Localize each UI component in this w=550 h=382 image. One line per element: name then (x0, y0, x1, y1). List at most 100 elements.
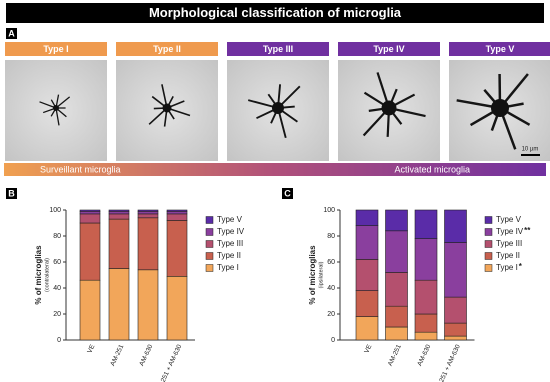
legend-swatch (484, 240, 493, 248)
legend-swatch (205, 264, 214, 272)
bar-segment (444, 209, 467, 243)
x-tick-label: AM-251 + AM-630 (155, 343, 184, 382)
bar-segment (385, 326, 408, 341)
y-tick-label: 20 (53, 311, 61, 318)
legend-swatch (484, 216, 493, 224)
y-tick-label: 40 (53, 285, 61, 292)
legend-label: Type II (496, 251, 520, 260)
title-banner (6, 3, 544, 23)
bar-segment (355, 225, 379, 260)
bar-segment (137, 213, 159, 219)
x-tick-label: VE (86, 343, 96, 354)
bar-segment (166, 213, 188, 221)
legend-label: Type III (496, 239, 522, 248)
y-tick-label: 0 (57, 337, 61, 344)
bar-segment (444, 322, 467, 337)
bar-segment (355, 259, 379, 291)
y-tick-label: 60 (327, 259, 335, 266)
legend-swatch (484, 252, 493, 260)
figure-title: Morphological classification of microgli… (149, 5, 402, 20)
legend-swatch (205, 240, 214, 248)
bar-segment (355, 290, 379, 317)
bar-segment (414, 209, 438, 239)
bar-segment (137, 269, 159, 341)
panel-label-box (6, 188, 17, 199)
y-tick-label: 80 (327, 233, 335, 240)
bar-segment (79, 209, 101, 212)
bar-segment (79, 211, 101, 215)
x-tick-label: AM-630 (416, 343, 432, 367)
bar-segment (355, 209, 379, 226)
significance-mark: * (519, 262, 523, 271)
type-header (116, 42, 218, 56)
bar-segment (414, 313, 438, 333)
bar-segment (79, 279, 101, 341)
legend-label: Type II (217, 251, 241, 260)
microglia-soma (53, 105, 59, 111)
gradient-label: Surveillant microglia (40, 164, 121, 174)
y-axis-sublabel: (ipsilateral) (318, 261, 324, 288)
type-header-label: Type V (486, 44, 515, 54)
significance-mark: ** (524, 226, 531, 235)
type-header-label: Type II (153, 44, 181, 54)
bar-segment (414, 238, 438, 281)
x-tick-label: AM-630 (138, 343, 154, 367)
bar-segment (385, 272, 408, 307)
bar-segment (414, 279, 438, 315)
panel-label: C (284, 188, 291, 198)
bar-segment (385, 230, 408, 273)
x-tick-label: VE (363, 343, 373, 354)
panel-label: B (8, 188, 15, 198)
legend-swatch (484, 228, 493, 236)
bar-segment (166, 275, 188, 341)
legend-label: Type V (496, 215, 522, 224)
scale-bar-label: 10 µm (522, 147, 539, 153)
bar-segment (444, 335, 467, 341)
microglia-soma (381, 100, 397, 116)
microglia-process (247, 84, 301, 139)
bar-segment (385, 305, 408, 328)
bar-segment (137, 211, 159, 215)
bar-segment (385, 209, 408, 232)
panel-label: A (8, 28, 15, 38)
legend-swatch (484, 264, 493, 272)
panel-label-box (282, 188, 293, 199)
y-tick-label: 40 (327, 285, 335, 292)
bar-segment (79, 222, 101, 281)
microglia-process (148, 84, 191, 127)
legend-label: Type I (217, 263, 239, 272)
bar-segment (108, 211, 130, 215)
bar-segment (166, 220, 188, 277)
legend-label: Type IV (217, 227, 245, 236)
bar-segment (166, 209, 188, 212)
activation-gradient (4, 163, 546, 176)
y-tick-label: 0 (331, 337, 335, 344)
x-tick-label: AM-251 (109, 343, 125, 367)
bar-segment (137, 209, 159, 212)
bar-segment (166, 211, 188, 215)
y-axis-sublabel: (contralateral) (44, 258, 50, 292)
gradient-label: Activated microglia (394, 164, 470, 174)
bar-segment (355, 316, 379, 341)
x-tick-label: AM-251 (387, 343, 403, 367)
type-header (5, 42, 107, 56)
bar-segment (444, 296, 467, 324)
y-tick-label: 20 (327, 311, 335, 318)
type-header (338, 42, 440, 56)
bar-segment (79, 213, 101, 224)
bar-segment (137, 217, 159, 271)
microglia-process (456, 73, 531, 150)
bar-segment (108, 218, 130, 269)
bar-segment (108, 209, 130, 212)
legend-label: Type I (496, 263, 518, 272)
y-axis-label: % of microglias (34, 245, 43, 305)
type-header-label: Type I (43, 44, 68, 54)
x-tick-label: AM-251 + AM-630 (433, 343, 462, 382)
y-tick-label: 100 (49, 207, 61, 214)
legend-swatch (205, 228, 214, 236)
bar-segment (414, 331, 438, 341)
legend-label: Type V (217, 215, 243, 224)
bar-segment (108, 213, 130, 220)
legend-swatch (205, 252, 214, 260)
